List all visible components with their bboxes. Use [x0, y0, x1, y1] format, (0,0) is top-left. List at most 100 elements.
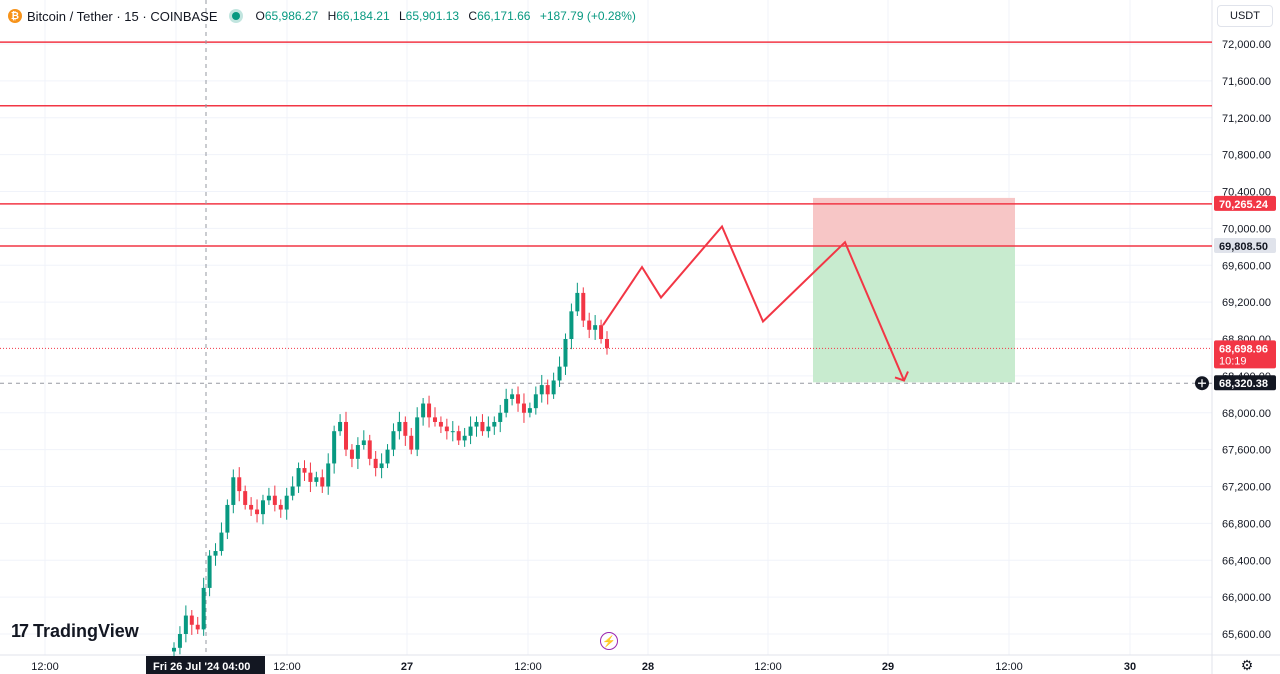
candle-body [456, 431, 461, 441]
candle-body [355, 445, 360, 459]
candle-body [213, 551, 218, 556]
candle-body [409, 435, 414, 450]
candle-body [379, 463, 384, 469]
candle-body [492, 421, 497, 427]
candle-body [349, 449, 354, 459]
y-tick-label: 69,600.00 [1222, 260, 1271, 272]
candle-body [421, 403, 426, 418]
y-tick-label: 67,200.00 [1222, 482, 1271, 494]
candle-body [338, 421, 343, 432]
price-label-countdown: 10:19 [1219, 355, 1247, 367]
candle-body [474, 421, 479, 427]
price-label-box [1214, 375, 1276, 391]
x-tick-label: 29 [882, 661, 894, 673]
x-tick-label: Fri 26 Jul '24 04:00 [153, 661, 250, 673]
ohlc-low: 65,901.13 [405, 9, 460, 23]
candle-body [468, 426, 473, 436]
y-tick-label: 70,400.00 [1222, 187, 1271, 199]
x-tick-label: 12:00 [995, 661, 1023, 673]
tradingview-logo[interactable]: 17 TradingView [11, 621, 139, 642]
candle-body [225, 504, 230, 533]
x-tick-label: 28 [642, 661, 654, 673]
candle-body [438, 421, 443, 427]
candle-body [195, 624, 200, 630]
candle-body [231, 477, 236, 505]
bitcoin-logo-icon: ₿ [8, 9, 22, 23]
y-tick-label: 66,400.00 [1222, 555, 1271, 567]
candle-body [462, 435, 467, 441]
candle-body [432, 417, 437, 422]
x-tick-label: 12:00 [273, 661, 301, 673]
candle-body [527, 408, 532, 413]
candle-body [521, 403, 526, 413]
y-tick-label: 70,000.00 [1222, 223, 1271, 235]
candle-body [533, 394, 538, 409]
candle-body [581, 292, 586, 321]
candle-body [545, 385, 550, 395]
candle-body [284, 495, 289, 510]
x-tick-label: 12:00 [754, 661, 782, 673]
candle-body [504, 398, 509, 413]
candle-body [450, 431, 455, 433]
price-label: 70,265.24 [1219, 199, 1269, 211]
price-label-box [1214, 340, 1276, 369]
candle-body [344, 421, 349, 450]
candle-body [403, 421, 408, 436]
gear-icon[interactable]: ⚙ [1240, 656, 1254, 673]
candle-body [272, 495, 277, 505]
lightning-icon[interactable]: ⚡ [600, 632, 618, 650]
candle-body [367, 440, 372, 459]
candle-body [183, 615, 188, 634]
market-open-status-icon [231, 12, 240, 20]
y-tick-label: 71,200.00 [1222, 113, 1271, 125]
price-label: 68,320.38 [1219, 378, 1268, 390]
candle-body [237, 477, 242, 492]
projection-arrowhead [894, 371, 909, 382]
y-tick-label: 65,600.00 [1222, 629, 1271, 641]
candle-body [415, 417, 420, 450]
candle-body [569, 311, 574, 339]
stop-loss-zone[interactable] [813, 197, 1015, 247]
ohlc-values: O65,986.27 H66,184.21 L65,901.13 C66,171… [255, 9, 636, 23]
projection-path[interactable] [602, 224, 905, 381]
candle-body [599, 325, 604, 339]
candle-body [557, 366, 562, 381]
currency-selector[interactable]: USDT [1217, 5, 1273, 27]
candle-body [177, 634, 182, 648]
candle-body [255, 509, 260, 515]
take-profit-zone[interactable] [813, 246, 1015, 383]
price-label-box [1214, 238, 1276, 254]
candle-body [260, 500, 265, 515]
candle-body [373, 458, 378, 469]
symbol-legend: ₿ Bitcoin / Tether · 15 · COINBASE O65,9… [8, 6, 642, 26]
y-tick-label: 72,000.00 [1222, 39, 1271, 51]
candle-body [391, 431, 396, 450]
candle-body [516, 394, 521, 404]
x-tick-label: 27 [401, 661, 413, 673]
candle-body [207, 555, 212, 588]
x-tick-label: 12:00 [514, 661, 542, 673]
symbol-title[interactable]: Bitcoin / Tether · 15 · COINBASE [27, 8, 218, 24]
ohlc-change: +187.79 (+0.28%) [539, 9, 636, 23]
candle-body [563, 339, 568, 367]
candle-body [219, 532, 224, 552]
ohlc-close: 66,171.66 [477, 9, 531, 23]
y-tick-label: 66,800.00 [1222, 518, 1271, 530]
candle-body [593, 325, 598, 330]
tradingview-wordmark: TradingView [33, 621, 139, 641]
candle-body [587, 320, 592, 330]
candle-body [249, 504, 254, 510]
candle-body [172, 647, 176, 652]
candle-body [278, 504, 283, 510]
ohlc-high: 66,184.21 [336, 9, 390, 23]
candle-body [332, 431, 337, 464]
candle-body [308, 472, 313, 482]
candle-body [189, 615, 194, 625]
price-label-box [1214, 195, 1276, 211]
y-tick-label: 70,800.00 [1222, 150, 1271, 162]
candle-body [266, 495, 271, 501]
x-tick-label: 12:00 [31, 661, 59, 673]
candle-body [551, 380, 556, 395]
candle-body [486, 426, 491, 432]
